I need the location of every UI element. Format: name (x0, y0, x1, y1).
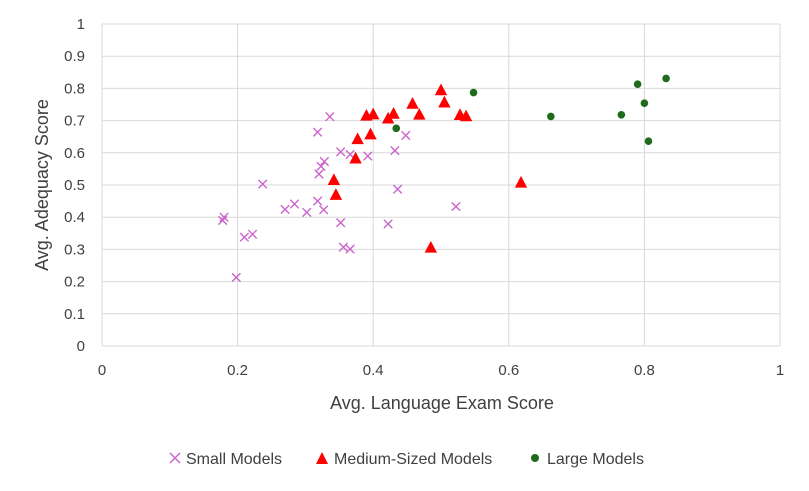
y-tick-label: 0.9 (64, 48, 85, 65)
data-point-small (257, 179, 268, 189)
data-point-small (319, 205, 329, 215)
x-tick-label: 1 (776, 362, 784, 379)
y-tick-label: 0.5 (64, 177, 85, 194)
grid-layer (101, 23, 781, 347)
data-point-small (312, 127, 323, 137)
data-point-small (401, 130, 411, 141)
data-point-medium (413, 107, 426, 120)
legend-label-medium-models: Medium-Sized Models (334, 451, 492, 468)
legend: Small Models Medium-Sized Models Large M… (169, 451, 644, 468)
data-point-small (319, 156, 330, 167)
data-point-small (335, 217, 346, 228)
data-point-small (217, 215, 228, 226)
x-axis-title: Avg. Language Exam Score (330, 393, 554, 413)
data-point-medium (364, 127, 377, 140)
data-point-medium (406, 97, 419, 109)
x-tick-label: 0.4 (363, 362, 384, 379)
data-point-layer (217, 74, 670, 283)
data-point-medium (434, 83, 448, 96)
legend-label-small-models: Small Models (186, 451, 282, 468)
y-tick-label: 0.2 (64, 274, 85, 291)
data-point-medium (349, 151, 362, 164)
data-point-small (247, 229, 258, 239)
data-point-small (280, 204, 290, 215)
series-medium-sized-models (327, 83, 528, 253)
legend-label-large-models: Large Models (547, 451, 644, 468)
data-point-medium (459, 109, 473, 122)
data-point-medium (329, 188, 343, 200)
data-point-large (633, 80, 642, 89)
data-point-large (617, 111, 626, 119)
data-point-large (469, 88, 478, 97)
y-tick-label: 0.6 (64, 145, 85, 162)
y-tick-label: 1 (77, 16, 85, 33)
x-tick-label: 0.6 (498, 362, 519, 379)
data-point-small (314, 169, 324, 179)
data-point-large (547, 112, 555, 121)
y-tick-label: 0.7 (64, 113, 85, 130)
data-point-small (390, 145, 400, 156)
data-point-small (451, 201, 461, 212)
data-point-medium (351, 132, 364, 145)
x-tick-label: 0.8 (634, 362, 655, 379)
data-point-large (640, 99, 649, 108)
legend-marker-small-models (169, 452, 181, 464)
y-axis-title: Avg. Adequacy Score (32, 99, 52, 271)
data-point-medium (514, 175, 528, 188)
y-tick-label: 0.8 (64, 80, 85, 97)
data-point-medium (367, 107, 380, 120)
data-point-small (345, 244, 355, 254)
data-point-small (392, 184, 403, 194)
x-tick-label: 0.2 (227, 362, 248, 379)
y-tick-label: 0 (77, 338, 85, 355)
y-tick-label: 0.3 (64, 241, 85, 258)
data-point-small (289, 199, 300, 209)
data-point-small (363, 151, 373, 161)
data-point-small (239, 232, 250, 242)
tick-label-layer: 0 0.1 0.2 0.3 0.4 0.5 0.6 0.7 0.8 0.9 1 0 0.2 0.4 0.6 0… (64, 16, 784, 379)
data-point-small (219, 212, 229, 222)
y-tick-label: 0.4 (64, 209, 85, 226)
data-point-medium (424, 240, 438, 253)
legend-marker-large-models (531, 454, 539, 462)
data-point-medium (327, 173, 341, 186)
data-point-medium (438, 95, 451, 108)
data-point-small (325, 112, 335, 122)
series-large-models (392, 74, 670, 146)
data-point-small (231, 272, 241, 283)
x-tick-label: 0 (98, 362, 106, 379)
data-point-small (316, 161, 326, 172)
series-small-models (217, 112, 461, 283)
legend-marker-medium-models (316, 452, 328, 464)
data-point-small (312, 196, 323, 206)
data-point-large (644, 137, 653, 146)
data-point-small (338, 242, 349, 252)
data-point-small (302, 207, 312, 218)
data-point-large (392, 124, 401, 133)
data-point-small (383, 219, 393, 229)
data-point-small (335, 147, 346, 157)
data-point-large (662, 74, 670, 83)
y-tick-label: 0.1 (64, 306, 85, 323)
data-point-medium (387, 107, 400, 119)
